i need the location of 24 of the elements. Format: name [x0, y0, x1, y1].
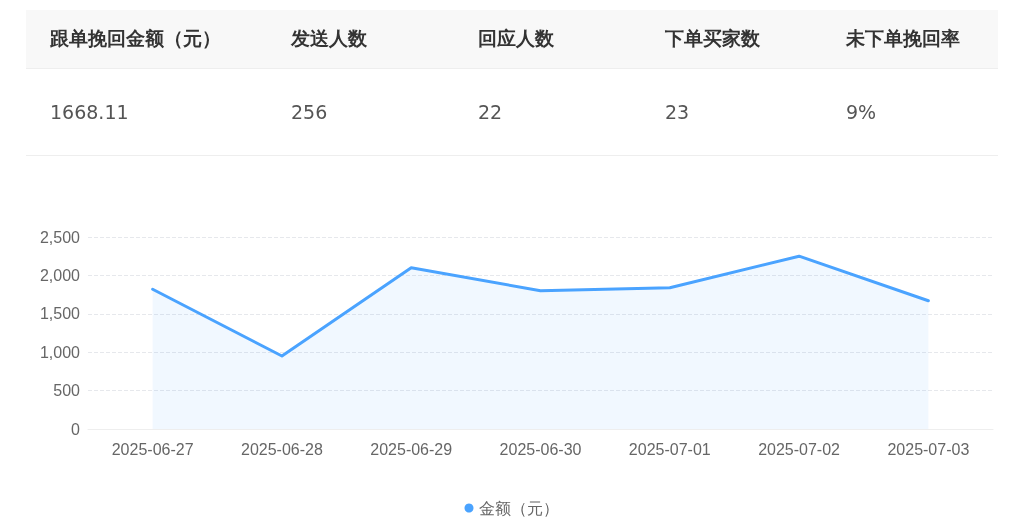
category-label: 回应人数 — [454, 10, 641, 69]
text: 23 — [665, 101, 690, 123]
y-tick-label: 500 — [53, 382, 81, 400]
text: 9% — [846, 101, 877, 123]
x-tick-label: 2025-07-02 — [758, 440, 841, 458]
legend-label: 金额（元） — [478, 499, 559, 517]
category-label: 未下单挽回率 — [822, 10, 998, 69]
y-tick-label: 0 — [71, 420, 81, 438]
text: 22 — [478, 101, 503, 123]
category-label: 下单买家数 — [641, 10, 822, 69]
y-tick-label: 2,500 — [39, 228, 81, 246]
x-tick-label: 2025-07-03 — [887, 440, 970, 458]
category-label: 跟单挽回金额（元） — [26, 10, 267, 69]
y-tick-label: 1,000 — [39, 343, 81, 361]
x-tick-label: 2025-06-27 — [111, 440, 194, 458]
text: 256 — [291, 101, 328, 123]
x-tick-label: 2025-07-01 — [628, 440, 711, 458]
category-label: 发送人数 — [267, 10, 454, 69]
text: 1668.11 — [50, 101, 129, 123]
x-tick-label: 2025-06-30 — [499, 440, 582, 458]
y-tick-label: 2,000 — [39, 266, 81, 284]
x-tick-label: 2025-06-28 — [241, 440, 323, 458]
x-tick-label: 2025-06-29 — [370, 440, 453, 458]
y-tick-label: 1,500 — [39, 305, 81, 323]
